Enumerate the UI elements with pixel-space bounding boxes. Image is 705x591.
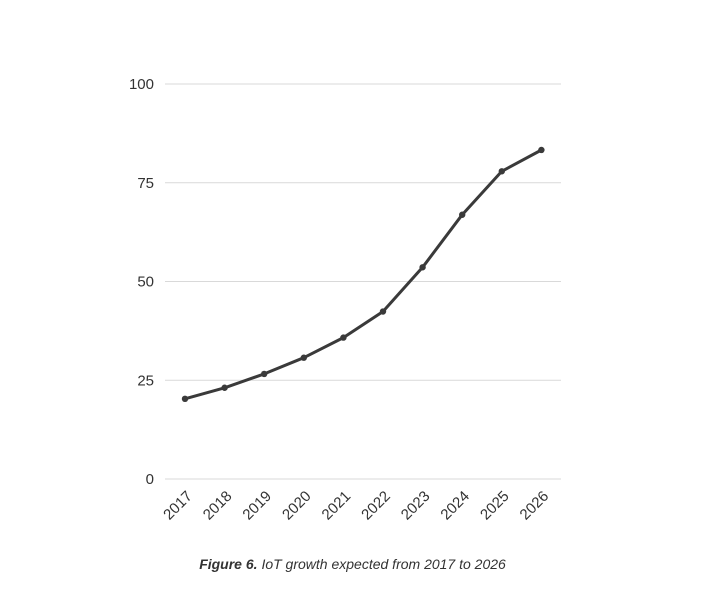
y-axis-tick-labels: 0 25 50 75 100 — [129, 76, 154, 488]
y-tick-label: 25 — [137, 372, 154, 389]
x-axis-tick-labels: 2017 2018 2019 2020 2021 2022 2023 2024 2025 2026 — [160, 488, 552, 524]
data-point — [300, 354, 307, 361]
x-tick-label: 2020 — [279, 488, 315, 524]
x-tick-label: 2024 — [437, 488, 473, 524]
x-tick-label: 2023 — [398, 488, 434, 524]
x-tick-label: 2026 — [517, 488, 553, 524]
x-tick-label: 2019 — [239, 488, 275, 524]
series-group — [181, 146, 545, 403]
x-tick-label: 2022 — [358, 488, 394, 524]
data-point — [498, 168, 505, 175]
y-tick-label: 0 — [146, 471, 154, 488]
data-point — [538, 146, 545, 154]
data-point — [340, 334, 347, 341]
data-point — [221, 384, 228, 391]
y-tick-label: 100 — [129, 76, 154, 93]
gridlines — [165, 83, 561, 480]
figure-label: Figure 6. — [199, 556, 258, 572]
data-point — [419, 264, 426, 271]
data-point — [181, 395, 189, 403]
data-point — [261, 370, 268, 378]
x-tick-label: 2021 — [319, 488, 355, 524]
x-tick-label: 2018 — [200, 488, 236, 524]
y-tick-label: 75 — [137, 175, 154, 192]
data-point — [459, 211, 466, 218]
figure-caption: Figure 6. IoT growth expected from 2017 … — [0, 556, 705, 572]
figure-caption-text: IoT growth expected from 2017 to 2026 — [261, 556, 506, 572]
x-tick-label: 2017 — [160, 488, 196, 524]
y-tick-label: 50 — [137, 274, 154, 291]
series-line — [183, 148, 543, 401]
data-point — [379, 308, 387, 315]
x-tick-label: 2025 — [477, 488, 513, 524]
